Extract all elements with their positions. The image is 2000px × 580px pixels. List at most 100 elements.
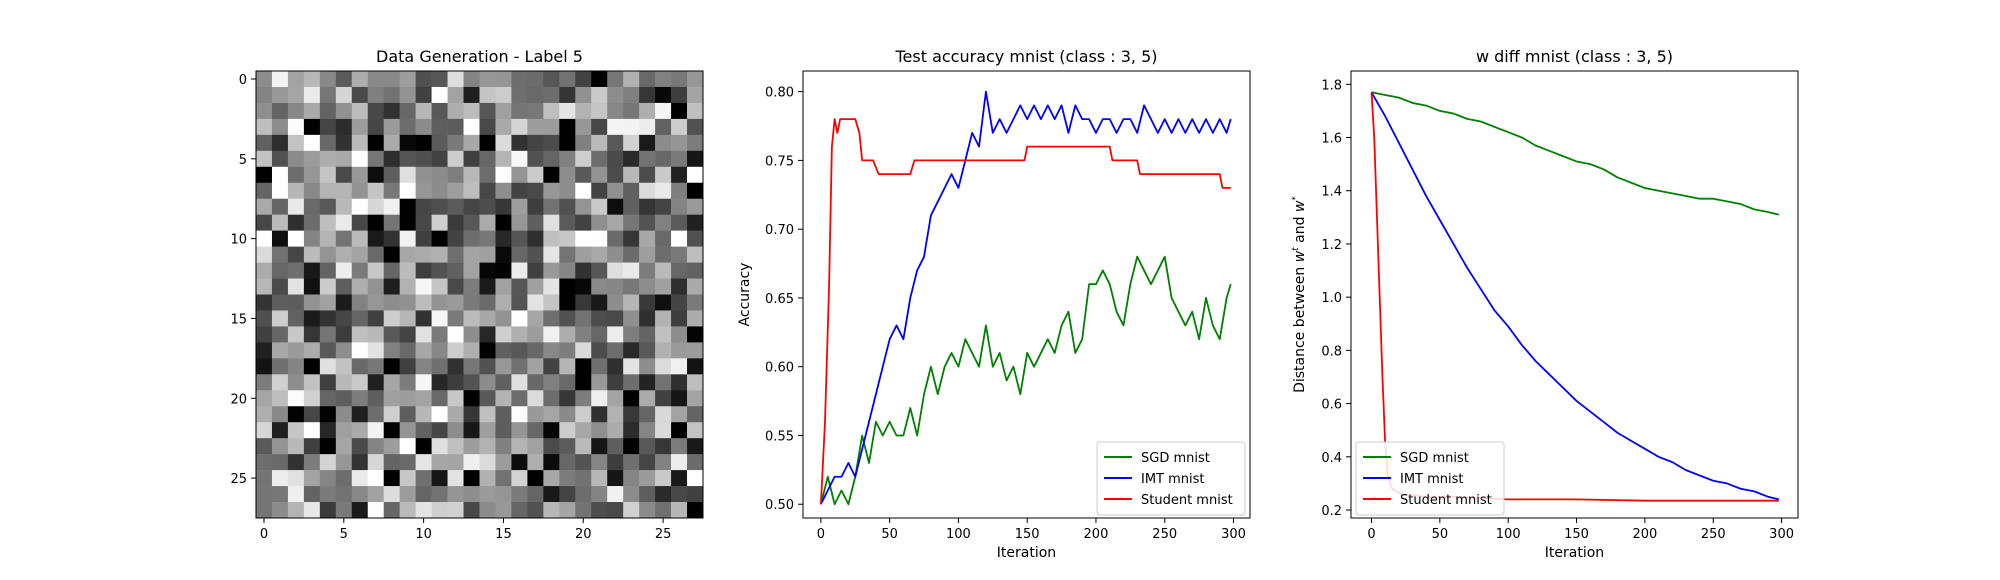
heatmap-cell bbox=[415, 390, 432, 407]
heatmap-cell bbox=[463, 358, 480, 375]
heatmap-cell bbox=[335, 118, 353, 136]
heatmap-cell bbox=[463, 246, 480, 263]
heatmap-cell bbox=[415, 486, 432, 503]
heatmap-cell bbox=[591, 358, 608, 375]
heatmap-cell bbox=[399, 422, 416, 439]
heatmap-cell bbox=[575, 182, 592, 200]
heatmap-cell bbox=[543, 406, 560, 423]
heatmap-cell bbox=[303, 342, 321, 359]
heatmap-cell bbox=[351, 422, 369, 439]
heatmap-cell bbox=[623, 502, 640, 519]
heatmap-cell bbox=[335, 294, 353, 311]
heatmap-cell bbox=[639, 454, 656, 471]
heatmap-cell bbox=[271, 166, 289, 184]
heatmap-cell bbox=[543, 326, 560, 343]
heatmap-cell bbox=[591, 326, 608, 343]
heatmap-cell bbox=[271, 102, 289, 120]
heatmap-cell bbox=[271, 86, 289, 104]
heatmap-cell bbox=[335, 470, 353, 487]
heatmap-cell bbox=[335, 246, 353, 263]
heatmap-cell bbox=[671, 86, 688, 104]
heatmap-cell bbox=[399, 390, 416, 407]
heatmap-cell bbox=[687, 134, 704, 152]
heatmap-cell bbox=[623, 134, 640, 152]
heatmap-y-tick-label: 0 bbox=[239, 73, 247, 88]
heatmap-cell bbox=[655, 182, 672, 200]
heatmap-cell bbox=[639, 86, 656, 104]
heatmap-cell bbox=[687, 71, 704, 88]
heatmap-cell bbox=[415, 326, 432, 343]
heatmap-cell bbox=[367, 86, 385, 104]
heatmap-cell bbox=[335, 262, 353, 279]
heatmap-cell bbox=[351, 214, 369, 231]
heatmap-cell bbox=[447, 358, 464, 375]
heatmap-cell bbox=[607, 102, 624, 120]
heatmap-cell bbox=[511, 71, 528, 88]
heatmap-cell bbox=[559, 166, 576, 184]
heatmap-cell bbox=[431, 486, 448, 503]
heatmap-cell bbox=[287, 326, 305, 343]
heatmap-cell bbox=[687, 214, 704, 231]
heatmap-cell bbox=[527, 214, 544, 231]
heatmap-cell bbox=[399, 166, 416, 184]
heatmap-cell bbox=[479, 230, 496, 247]
heatmap-cell bbox=[303, 422, 321, 439]
heatmap-cell bbox=[463, 134, 480, 152]
heatmap-cell bbox=[623, 262, 640, 279]
heatmap-cell bbox=[351, 262, 369, 279]
heatmap-cell bbox=[319, 246, 337, 263]
heatmap-cell bbox=[319, 118, 337, 136]
heatmap-x-tick-label: 20 bbox=[575, 527, 592, 542]
heatmap-cell bbox=[319, 342, 337, 359]
heatmap-cell bbox=[495, 246, 512, 263]
heatmap-cell bbox=[351, 118, 369, 136]
heatmap-cell bbox=[447, 246, 464, 263]
heatmap-cell bbox=[527, 422, 544, 439]
heatmap-cell bbox=[335, 326, 353, 343]
heatmap-cell bbox=[447, 326, 464, 343]
heatmap-cell bbox=[303, 214, 321, 231]
heatmap-cell bbox=[415, 182, 432, 200]
series-line-sgd-mnist bbox=[1371, 91, 1780, 216]
heatmap-cell bbox=[607, 470, 624, 487]
heatmap-cell bbox=[655, 406, 672, 423]
heatmap-cell bbox=[399, 406, 416, 423]
heatmap-cell bbox=[639, 358, 656, 375]
heatmap-cell bbox=[639, 166, 656, 184]
heatmap-cell bbox=[383, 486, 400, 503]
legend-label: Student mnist bbox=[1141, 493, 1233, 508]
heatmap-y-ticks: 0 5 10 15 20 25 bbox=[230, 73, 256, 487]
heatmap-cell bbox=[575, 102, 592, 120]
heatmap-cell bbox=[671, 438, 688, 455]
heatmap-cell bbox=[256, 230, 273, 247]
heatmap-cell bbox=[383, 454, 400, 471]
heatmap-cell bbox=[671, 422, 688, 439]
heatmap-cell bbox=[271, 406, 289, 423]
heatmap-cell bbox=[511, 166, 528, 184]
heatmap-cell bbox=[335, 438, 353, 455]
heatmap-cell bbox=[287, 470, 305, 487]
heatmap-cell bbox=[256, 342, 273, 359]
heatmap-cell bbox=[607, 246, 624, 263]
heatmap-cell bbox=[607, 214, 624, 231]
heatmap-cell bbox=[559, 358, 576, 375]
heatmap-cell bbox=[399, 86, 416, 104]
heatmap-cell bbox=[287, 118, 305, 136]
heatmap-cell bbox=[559, 374, 576, 391]
heatmap-cell bbox=[256, 454, 273, 471]
heatmap-cell bbox=[495, 374, 512, 391]
accuracy-legend: SGD mnist IMT mnist Student mnist bbox=[1096, 441, 1246, 516]
heatmap-cell bbox=[335, 358, 353, 375]
heatmap-cell bbox=[655, 438, 672, 455]
heatmap-cell bbox=[447, 118, 464, 136]
heatmap-cell bbox=[687, 102, 704, 120]
heatmap-cell bbox=[559, 86, 576, 104]
legend-label: SGD mnist bbox=[1400, 451, 1469, 466]
heatmap-cell bbox=[463, 71, 480, 88]
heatmap-cell bbox=[463, 198, 480, 215]
heatmap-cell bbox=[511, 86, 528, 104]
heatmap-cell bbox=[399, 502, 416, 519]
heatmap-cell bbox=[687, 358, 704, 375]
heatmap-cell bbox=[527, 166, 544, 184]
heatmap-cell bbox=[639, 486, 656, 503]
